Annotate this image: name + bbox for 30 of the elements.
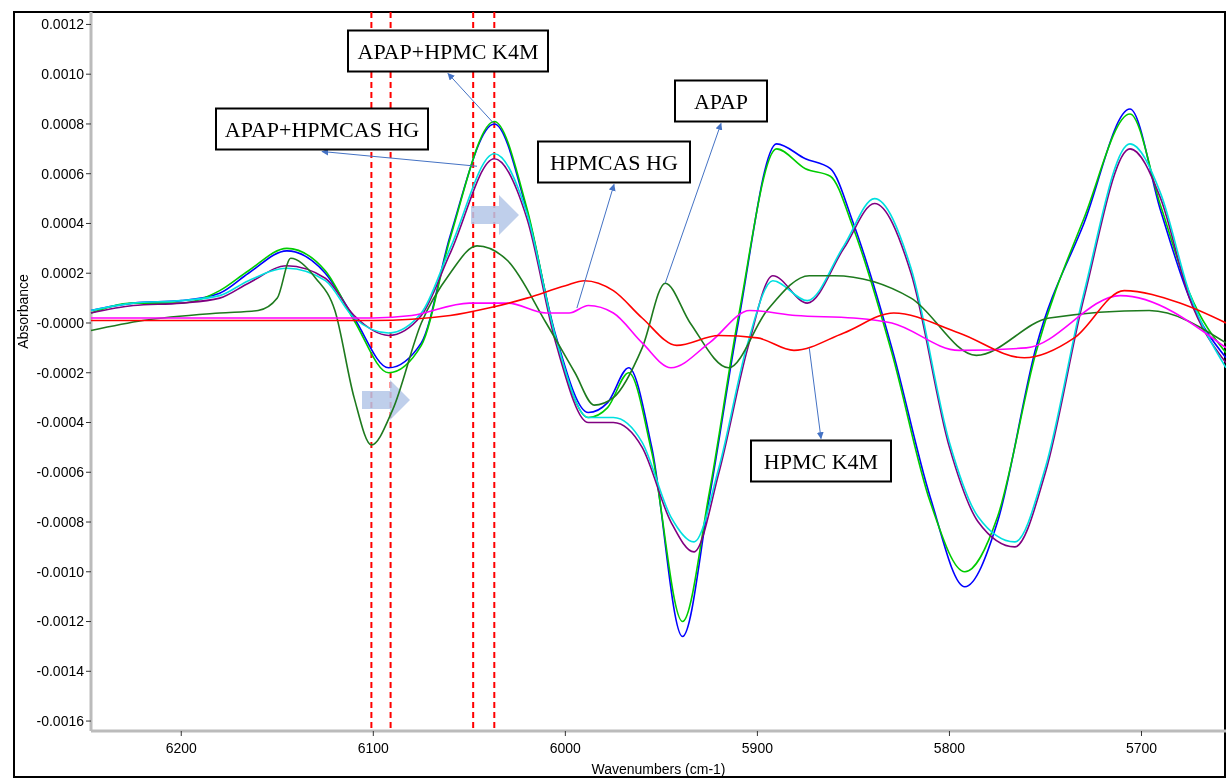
x-tick-label: 6200 xyxy=(165,740,198,756)
line-series xyxy=(90,294,1226,369)
x-tick-label: 6000 xyxy=(549,740,582,756)
x-tick-label: 5900 xyxy=(741,740,774,756)
y-tick-label: 0.0008 xyxy=(41,115,85,132)
x-axis-title: Wavenumbers (cm-1) xyxy=(591,761,726,777)
x-tick-label: 5800 xyxy=(933,740,966,756)
y-tick-label: -0.0010 xyxy=(36,563,85,580)
y-tick-label: -0.0012 xyxy=(36,613,85,630)
y-axis-title: Absorbance xyxy=(15,273,31,349)
y-tick-label: 0.0002 xyxy=(41,265,85,282)
annotation: HPMC K4M xyxy=(763,448,879,474)
annotation: APAP xyxy=(693,88,749,114)
y-tick-label: 0.0004 xyxy=(41,215,85,232)
y-tick-label: -0.0014 xyxy=(36,663,85,680)
y-tick-label: 0.0006 xyxy=(41,165,85,182)
y-tick-label: -0.0004 xyxy=(36,414,85,431)
x-tick-label: 5700 xyxy=(1125,740,1158,756)
y-tick-label: -0.0008 xyxy=(36,513,85,530)
y-tick-label: -0.0002 xyxy=(36,364,85,381)
y-tick-label: -0.0016 xyxy=(36,712,85,729)
annotation: HPMCAS HG xyxy=(550,149,678,175)
line-series xyxy=(90,245,1226,446)
y-tick-label: 0.0010 xyxy=(41,66,85,83)
annotation: APAP+HPMCAS HG xyxy=(224,116,420,142)
y-tick-label: -0.0006 xyxy=(36,464,85,481)
annotation: APAP+HPMC K4M xyxy=(357,38,539,64)
y-tick-label: -0.0000 xyxy=(36,314,85,331)
y-tick-label: 0.0012 xyxy=(41,16,85,33)
x-tick-label: 6100 xyxy=(357,740,390,756)
